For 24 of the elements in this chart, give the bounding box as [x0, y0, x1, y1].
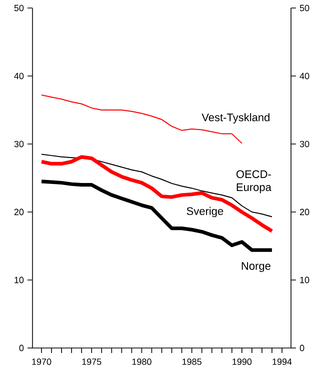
x-tick-label: 1985	[182, 358, 202, 365]
y2-tick-label: 30	[300, 140, 310, 148]
y-tick-label: 20	[14, 208, 24, 216]
x-tick-label: 1980	[132, 358, 152, 365]
line-series	[40, 155, 274, 233]
y2-tick-label: 10	[300, 276, 310, 284]
y-tick-label: 30	[14, 140, 24, 148]
series-label: Norge	[242, 262, 270, 272]
series-label: OECD-Europa	[236, 170, 272, 194]
x-tick-label: 1970	[32, 358, 52, 365]
series-label: Sverige	[186, 206, 224, 218]
x-tick-label: 1975	[82, 358, 102, 365]
y-tick-label: 0	[19, 344, 24, 352]
y2-tick-label: 50	[300, 4, 310, 12]
x-tick-label: 1990	[232, 358, 252, 365]
y-tick-label: 10	[14, 276, 24, 284]
y2-tick-label: 0	[300, 344, 304, 352]
x-tick-label: 1994	[272, 358, 292, 365]
y2-tick-label: 40	[300, 72, 310, 80]
y2-tick-label: 20	[300, 208, 310, 216]
line-series	[41, 154, 272, 218]
y-tick-label: 40	[14, 72, 24, 80]
series-label: Vest-Tyskland	[202, 113, 270, 124]
y-tick-label: 50	[14, 4, 24, 12]
